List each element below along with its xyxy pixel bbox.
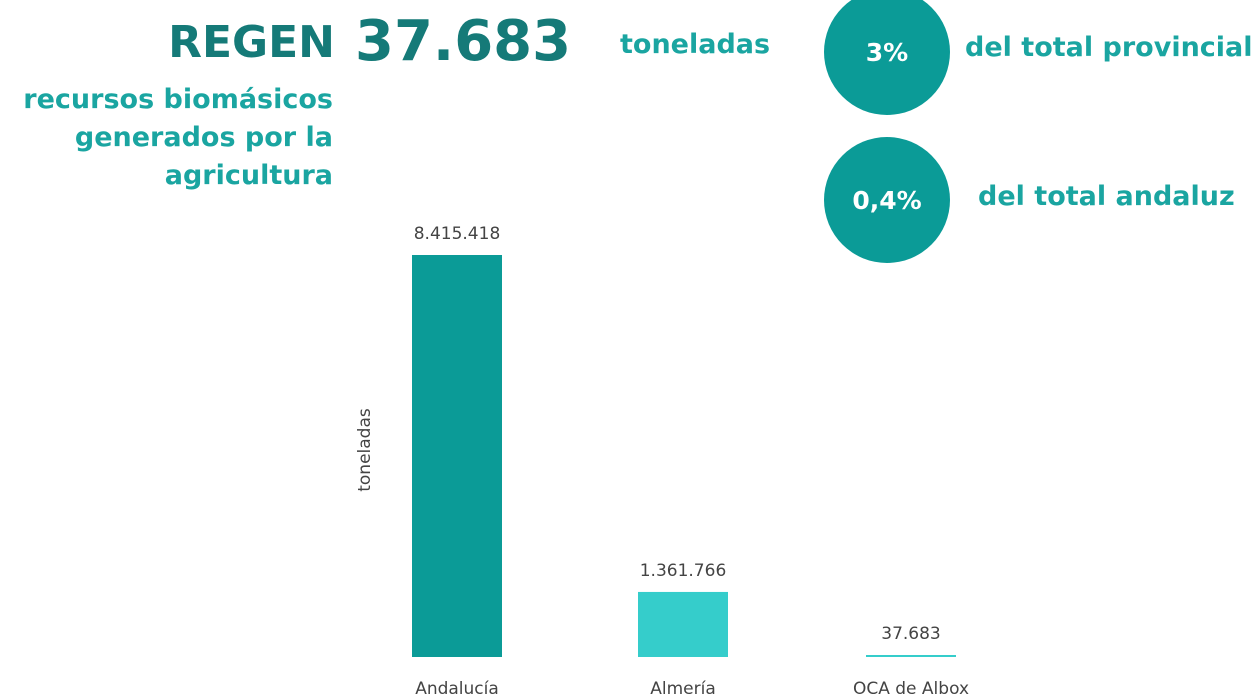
subtitle-line: generados por la: [75, 122, 333, 153]
bar: [412, 255, 502, 657]
y-axis-label: toneladas: [355, 408, 375, 492]
stat-value: 0,4%: [852, 186, 921, 215]
stat-value: 3%: [866, 38, 908, 67]
value-label: 8.415.418: [414, 224, 501, 244]
bar: [638, 591, 728, 657]
regen-amount: 37.683: [355, 9, 571, 74]
x-tick-label: OCA de Albox: [853, 679, 969, 697]
bar: [866, 655, 956, 657]
stat-label: del total andaluz: [978, 181, 1235, 212]
x-tick-label: Almería: [650, 679, 716, 697]
subtitle-line: agricultura: [165, 160, 333, 191]
value-label: 37.683: [881, 624, 940, 644]
subtitle-line: recursos biomásicos: [23, 84, 333, 115]
regen-name: REGEN: [168, 17, 335, 68]
x-tick-label: Andalucía: [415, 679, 499, 697]
stat-circle: [824, 0, 950, 115]
value-label: 1.361.766: [640, 561, 727, 581]
stat-circle: [824, 137, 950, 263]
amount-unit: toneladas: [620, 29, 770, 60]
stat-label: del total provincial: [965, 32, 1253, 63]
